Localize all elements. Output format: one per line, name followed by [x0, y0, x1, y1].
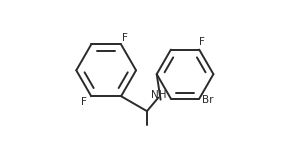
Text: F: F	[81, 97, 87, 107]
Text: F: F	[199, 37, 204, 47]
Text: NH: NH	[151, 90, 167, 100]
Text: Br: Br	[202, 95, 213, 105]
Text: F: F	[122, 33, 128, 43]
